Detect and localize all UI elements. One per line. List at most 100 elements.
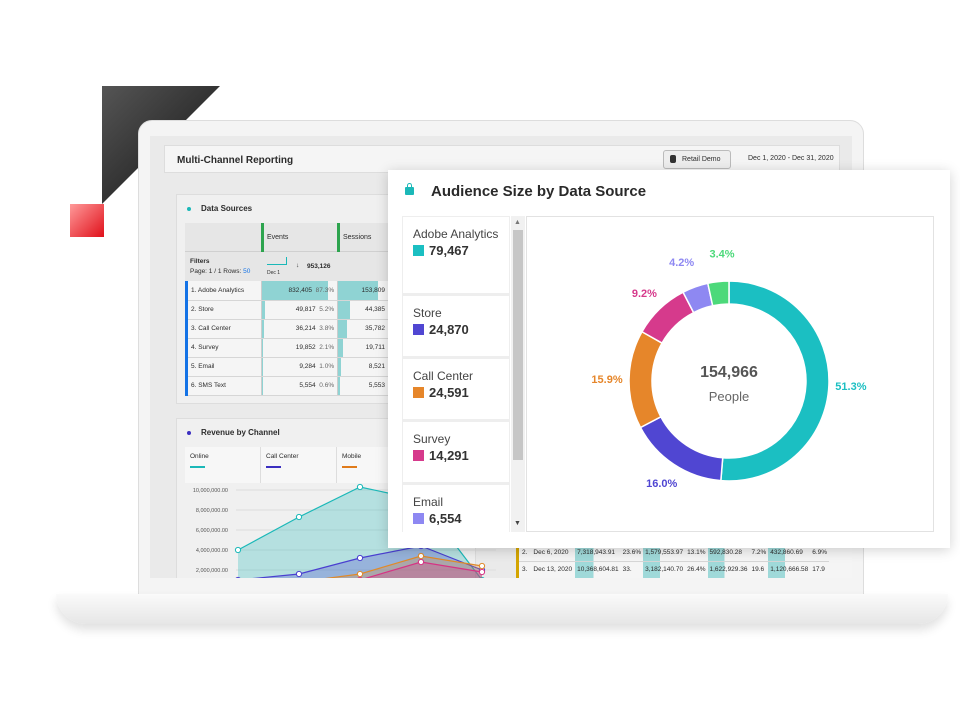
panel-title: Data Sources [201, 204, 253, 213]
table-row[interactable]: 4. Survey 19,852 2.1% 19,711 [186, 338, 388, 358]
column-header-events[interactable]: Events [267, 234, 289, 241]
row-date: Dec 6, 2020 [530, 544, 576, 562]
list-item[interactable]: Adobe Analytics 79,467 [402, 216, 510, 294]
slice-pct-label: 4.2% [669, 257, 694, 269]
cell: 19.6 [749, 561, 769, 578]
cell: 13.1% [685, 544, 708, 562]
slice-pct-label: 3.4% [709, 249, 734, 261]
data-point[interactable] [356, 554, 364, 562]
row-index: 3. [519, 561, 531, 578]
table-row[interactable]: 2. Store 49,817 5.2% 44,385 [186, 300, 388, 320]
list-item-label: Survey [413, 432, 451, 446]
donut-slice[interactable] [628, 330, 664, 429]
y-tick-label: 8,000,000.00 [196, 508, 228, 514]
slice-pct-label: 15.9% [591, 374, 622, 386]
audience-card: Audience Size by Data Source Adobe Analy… [388, 170, 950, 548]
column-header-sessions[interactable]: Sessions [343, 234, 372, 241]
donut-center-label: People [709, 389, 749, 404]
legend-item[interactable]: Call Center [261, 447, 337, 483]
table-row[interactable]: 6. SMS Text 5,554 0.6% 5,553 [186, 376, 388, 396]
laptop-base [56, 594, 948, 624]
panel-dot [187, 207, 191, 211]
card-title: Audience Size by Data Source [431, 183, 647, 200]
data-point[interactable] [478, 568, 486, 576]
panel-title: Revenue by Channel [201, 428, 280, 437]
cell: 1,579,553.97 [643, 544, 686, 562]
list-item-label: Email [413, 495, 444, 509]
series-area [366, 562, 482, 578]
events-cell: 9,284 1.0% [260, 357, 338, 377]
color-swatch [413, 324, 424, 335]
row-name: 5. Email [186, 357, 262, 377]
sort-desc-icon[interactable]: ↓ [296, 262, 300, 269]
data-point[interactable] [479, 576, 485, 578]
cell: 26.4% [685, 561, 708, 578]
y-tick-label: 6,000,000.00 [196, 528, 228, 534]
sessions-cell: 44,385 [337, 300, 388, 320]
color-swatch [413, 245, 424, 256]
data-point[interactable] [357, 576, 363, 578]
cell: 7.2% [749, 544, 769, 562]
scroll-thumb[interactable] [513, 230, 523, 460]
data-point[interactable] [235, 576, 241, 578]
y-tick-label: 4,000,000.00 [196, 548, 228, 554]
list-item[interactable]: Survey 14,291 [402, 421, 510, 483]
date-range[interactable]: Dec 1, 2020 - Dec 31, 2020 [748, 155, 834, 162]
data-point[interactable] [234, 546, 242, 554]
table-row[interactable]: 1. Adobe Analytics 832,405 87.3% 153,809 [186, 281, 388, 301]
project-button-label: Retail Demo [682, 156, 721, 163]
list-item[interactable]: Email 6,554 [402, 484, 510, 532]
list-item-value: 6,554 [429, 511, 462, 526]
scroll-up-icon[interactable]: ▲ [514, 219, 521, 226]
cell: 1,622,929.36 [707, 561, 750, 578]
donut-slice[interactable] [706, 280, 730, 307]
sessions-cell: 153,809 [337, 281, 388, 301]
donut-slice[interactable] [720, 280, 830, 482]
data-point[interactable] [417, 558, 425, 566]
events-cell: 49,817 5.2% [260, 300, 338, 320]
cell: 10,368,604.81 [575, 561, 621, 578]
table-row[interactable]: 3. Call Center 36,214 3.8% 35,782 [186, 319, 388, 339]
sessions-cell: 35,782 [337, 319, 388, 339]
decorative-square [70, 204, 104, 237]
weekly-table: 2. Dec 6, 2020 7,318,943.91 23.6% 1,579,553.… [516, 544, 852, 578]
row-name: 6. SMS Text [186, 376, 262, 396]
sparkline-icon [267, 257, 287, 265]
rows-count[interactable]: 50 [243, 268, 251, 275]
row-date: Dec 13, 2020 [530, 561, 576, 578]
sessions-cell: 8,521 [337, 357, 388, 377]
data-point[interactable] [295, 513, 303, 521]
events-cell: 832,405 87.3% [260, 281, 338, 301]
cell: 23.6% [620, 544, 644, 562]
data-point[interactable] [478, 562, 486, 570]
table-row[interactable]: 3. Dec 13, 2020 10,368,604.81 33. 3,182,140.… [519, 561, 830, 578]
data-point[interactable] [417, 552, 425, 560]
cell: 592,830.28 [707, 544, 750, 562]
table-row[interactable]: 2. Dec 6, 2020 7,318,943.91 23.6% 1,579,553.… [519, 544, 830, 562]
data-source-list: Adobe Analytics 79,467 Store 24,870 Call Cen… [402, 216, 510, 532]
page-info: Page: 1 / 1 Rows: [190, 268, 242, 275]
color-swatch [413, 387, 424, 398]
events-cell: 5,554 0.6% [260, 376, 338, 396]
lock-icon [405, 187, 414, 195]
scrollbar[interactable]: ▲ ▼ [511, 216, 525, 532]
y-tick-label: 10,000,000.00 [193, 488, 228, 494]
legend-item[interactable]: Online [185, 447, 261, 483]
slice-pct-label: 51.3% [835, 381, 866, 393]
list-item-value: 14,291 [429, 448, 469, 463]
cell: 3,182,140.70 [643, 561, 686, 578]
list-item[interactable]: Call Center 24,591 [402, 358, 510, 420]
data-point[interactable] [295, 570, 303, 578]
table-row[interactable]: 5. Email 9,284 1.0% 8,521 [186, 357, 388, 377]
cell: 33. [620, 561, 644, 578]
data-point[interactable] [356, 483, 364, 491]
list-item[interactable]: Store 24,870 [402, 295, 510, 357]
cell: 432,860.69 [768, 544, 811, 562]
slice-pct-label: 16.0% [646, 478, 677, 490]
cell: 17.9 [810, 561, 830, 578]
donut-slice[interactable] [639, 415, 724, 482]
project-button[interactable]: Retail Demo [663, 150, 731, 169]
scroll-down-icon[interactable]: ▼ [514, 520, 521, 527]
data-point[interactable] [356, 570, 364, 578]
y-tick-label: 2,000,000.00 [196, 568, 228, 574]
